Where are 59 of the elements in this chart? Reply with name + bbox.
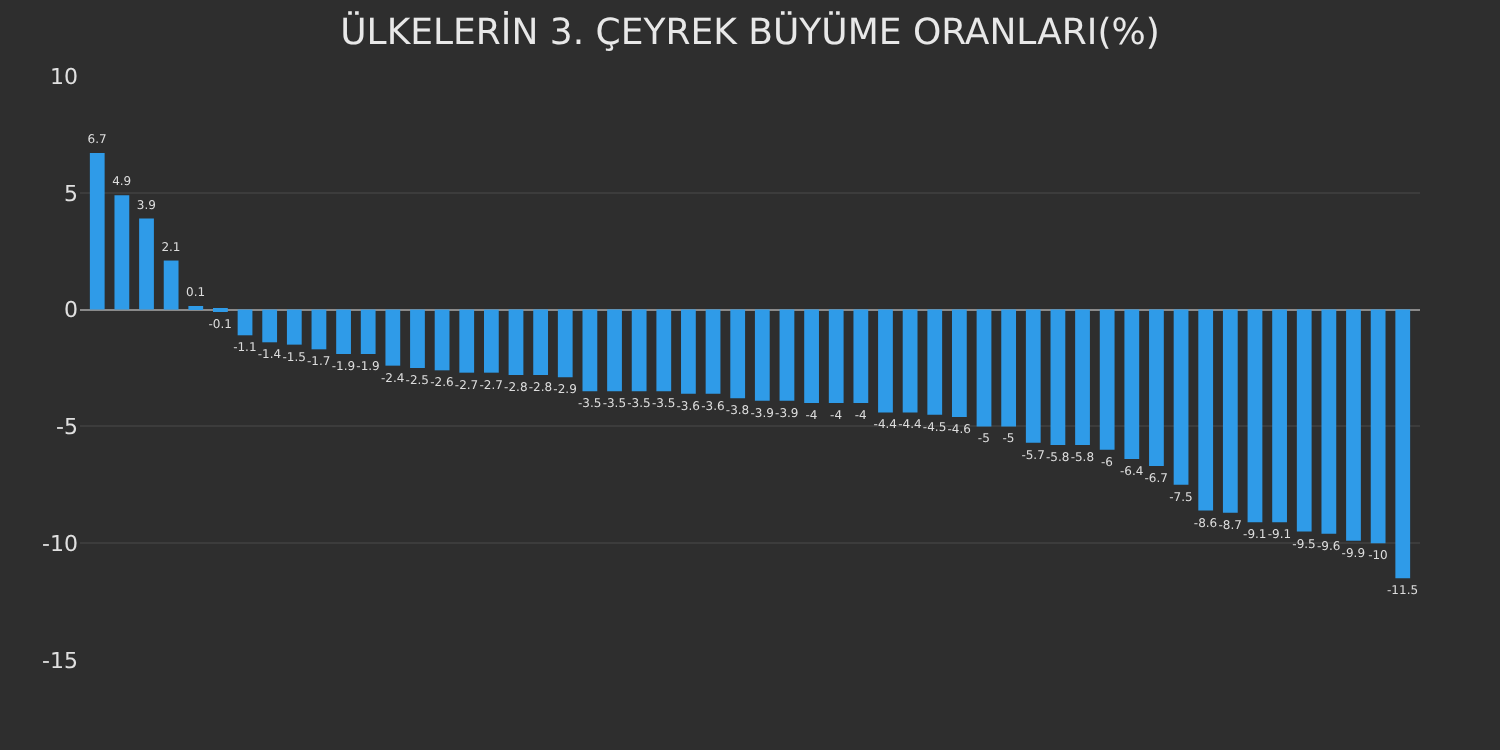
- bar: [1001, 309, 1017, 427]
- bar: [976, 309, 992, 427]
- bar: [434, 309, 450, 371]
- bar: [557, 309, 573, 378]
- bar: [1075, 309, 1090, 446]
- bar: [410, 309, 425, 368]
- bar: [533, 309, 549, 375]
- bar: [1050, 309, 1066, 446]
- bar: [902, 309, 918, 413]
- bar: [681, 309, 696, 394]
- bar: [607, 309, 622, 392]
- y-tick-label: -10: [42, 530, 78, 557]
- bar: [1247, 309, 1263, 523]
- bar: [385, 309, 401, 366]
- bar: [139, 218, 154, 310]
- bar: [1222, 309, 1238, 513]
- bar: [360, 309, 376, 354]
- bar: [286, 309, 302, 345]
- bar: [1173, 309, 1189, 485]
- bar: [163, 260, 179, 310]
- bar: [1149, 309, 1164, 467]
- bar: [336, 309, 351, 354]
- bar: [754, 309, 770, 401]
- bar: [804, 309, 819, 404]
- bar: [1198, 309, 1214, 511]
- bar: [631, 309, 647, 392]
- bar: [1272, 309, 1287, 523]
- bar: [1346, 309, 1361, 541]
- bar: [582, 309, 598, 392]
- bar: [1296, 309, 1312, 532]
- bar: [483, 309, 499, 373]
- bar: [951, 309, 967, 418]
- bar: [779, 309, 795, 401]
- bar: [1370, 309, 1386, 544]
- bar: [656, 309, 672, 392]
- bar: [1025, 309, 1041, 443]
- y-tick-label: 5: [64, 180, 78, 207]
- bar: [262, 309, 278, 343]
- bar: [311, 309, 327, 350]
- y-tick-label: 10: [50, 63, 78, 90]
- bar: [114, 195, 130, 310]
- bar: [927, 309, 943, 415]
- bar: [459, 309, 475, 373]
- bar: [878, 309, 893, 413]
- y-tick-label: 0: [64, 297, 78, 324]
- y-tick-label: -5: [56, 414, 78, 441]
- chart-title: ÜLKELERİN 3. ÇEYREK BÜYÜME ORANLARI(%): [340, 9, 1160, 54]
- bar: [237, 309, 253, 336]
- bar: [1124, 309, 1140, 460]
- y-tick-label: -15: [42, 647, 78, 674]
- bar: [89, 153, 105, 310]
- bar: [1321, 309, 1337, 534]
- bar: [730, 309, 746, 399]
- bar: [1099, 309, 1115, 450]
- bar: [853, 309, 869, 404]
- bar: [828, 309, 844, 404]
- bar: [508, 309, 524, 375]
- bar: [705, 309, 721, 394]
- bar: [1395, 309, 1411, 579]
